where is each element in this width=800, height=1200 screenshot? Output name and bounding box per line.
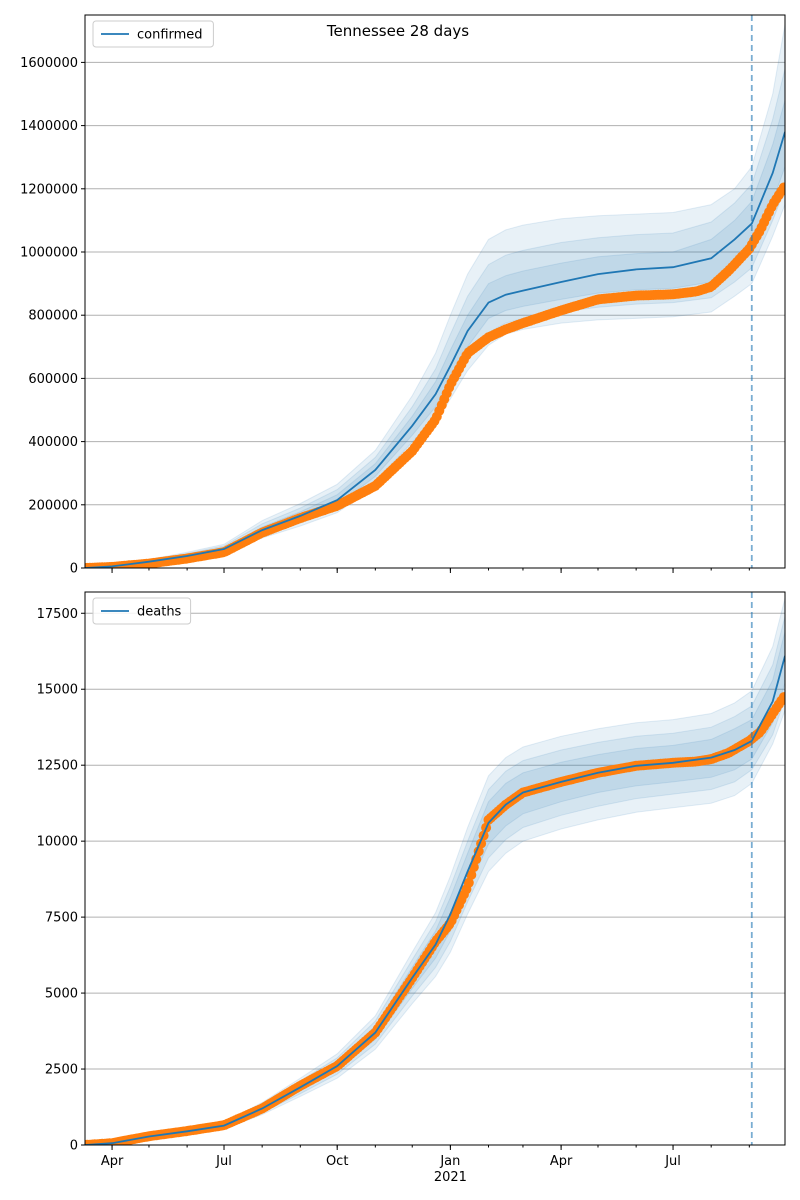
uncertainty-band	[85, 631, 785, 1145]
model-median-line	[85, 655, 785, 1145]
y-tick-label: 7500	[45, 911, 78, 926]
legend-box	[92, 20, 214, 48]
y-tick-label: 12500	[37, 759, 78, 774]
y-tick-label: 15000	[37, 683, 78, 698]
uncertainty-band	[85, 597, 785, 1145]
y-tick-label: 0	[70, 1139, 78, 1154]
x-tick-label: Jul	[215, 1154, 232, 1169]
uncertainty-band	[85, 616, 785, 1145]
x-tick-label: Apr	[550, 1154, 573, 1169]
observed-point	[473, 846, 484, 857]
deaths-axes: 0 2500 5000 7500 10000 12500 15000 17500 Apr Jul O…	[37, 591, 786, 1185]
plot-area	[85, 597, 785, 1145]
y-tick-label: 400000	[28, 435, 78, 450]
y-tick-label: 200000	[28, 498, 78, 513]
x-tick-label: Oct	[326, 1154, 348, 1169]
y-tick-label: 17500	[37, 607, 78, 622]
uncertainty-band	[85, 68, 785, 568]
y-tick-label: 600000	[28, 372, 78, 387]
confirmed-axes: 0 200000 400000 600000 800000 1000000 1200000 1…	[20, 14, 786, 577]
observed-point	[778, 692, 785, 703]
x-year-label: 2021	[434, 1170, 467, 1185]
observed-point	[463, 877, 474, 888]
y-tick-label: 0	[70, 562, 78, 577]
x-tick-label: Apr	[101, 1154, 124, 1169]
axes-frame	[84, 14, 786, 569]
y-tick-label: 1200000	[20, 182, 78, 197]
legend: deaths	[92, 597, 192, 625]
uncertainty-band	[85, 100, 785, 568]
legend-box	[92, 597, 192, 625]
y-tick-label: 2500	[45, 1063, 78, 1078]
legend-label: deaths	[137, 605, 182, 620]
observed-point	[466, 869, 477, 880]
y-tick-label: 1000000	[20, 246, 78, 261]
y-tick-label: 1400000	[20, 119, 78, 134]
figure-title: Tennessee 28 days	[326, 22, 469, 40]
observed-series	[85, 182, 785, 568]
legend-label: confirmed	[137, 28, 203, 43]
y-tick-label: 10000	[37, 835, 78, 850]
y-tick-label: 1600000	[20, 56, 78, 71]
axes-frame	[84, 591, 786, 1146]
y-tick-label: 800000	[28, 309, 78, 324]
legend: confirmed	[92, 20, 214, 48]
y-tick-label: 5000	[45, 987, 78, 1002]
plot-area	[85, 24, 785, 568]
model-median-line	[85, 131, 785, 568]
x-tick-label: Jan	[439, 1154, 460, 1169]
observed-point	[778, 182, 785, 193]
x-tick-label: Jul	[664, 1154, 681, 1169]
